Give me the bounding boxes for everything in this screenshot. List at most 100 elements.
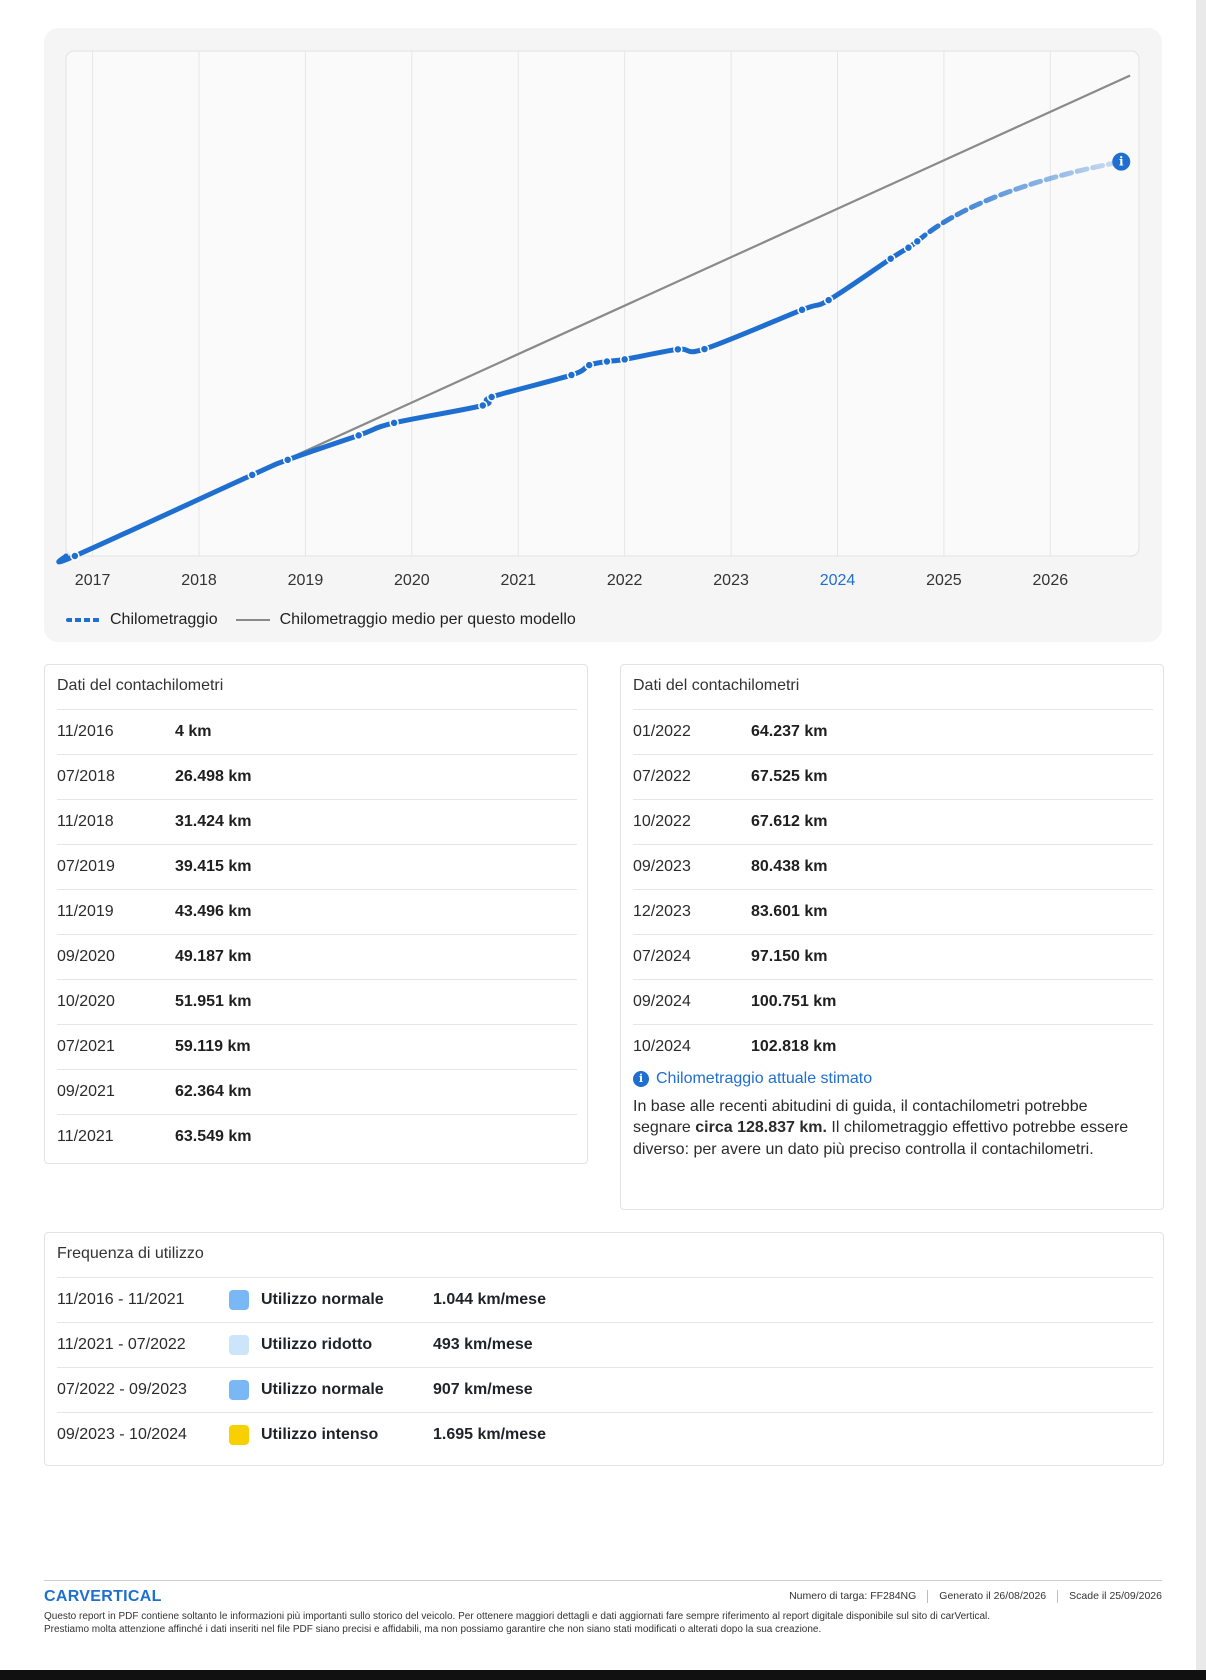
- odometer-row: 09/2020 49.187 km: [57, 934, 577, 979]
- estimate-heading: Chilometraggio attuale stimato: [656, 1070, 873, 1087]
- reading-km: 102.818 km: [751, 1038, 837, 1055]
- x-tick-label: 2024: [820, 572, 856, 589]
- odometer-row: 10/2024 102.818 km: [633, 1024, 1153, 1069]
- reading-km: 97.150 km: [751, 948, 828, 965]
- estimate-note: i Chilometraggio attuale stimato In base…: [633, 1068, 1149, 1160]
- data-point: [486, 392, 497, 402]
- reading-km: 100.751 km: [751, 993, 837, 1010]
- data-point: [282, 455, 293, 465]
- svg-text:i: i: [1119, 155, 1124, 169]
- reading-km: 51.951 km: [175, 993, 252, 1010]
- reading-date: 09/2021: [57, 1083, 115, 1100]
- usage-rate: 493 km/mese: [433, 1336, 533, 1353]
- frequency-title: Frequenza di utilizzo: [57, 1245, 204, 1262]
- odometer-title-right: Dati del contachilometri: [633, 677, 800, 694]
- usage-frequency-table: Frequenza di utilizzo 11/2016 - 11/2021 U…: [44, 1232, 1164, 1466]
- x-tick-label: 2018: [181, 572, 217, 589]
- reading-date: 10/2024: [633, 1038, 691, 1055]
- usage-rate: 1.044 km/mese: [433, 1291, 546, 1308]
- frequency-row: 07/2022 - 09/2023 Utilizzo normale 907 km/…: [57, 1367, 1153, 1412]
- data-point: [247, 470, 257, 480]
- reading-km: 67.525 km: [751, 768, 828, 785]
- reading-date: 07/2024: [633, 948, 691, 965]
- data-point: [903, 242, 914, 253]
- odometer-row: 10/2022 67.612 km: [633, 799, 1153, 844]
- page-edge-right: [1196, 0, 1206, 1680]
- estimate-text-1: In base alle recenti abitudini di guida,…: [633, 1097, 1088, 1137]
- expires-label: Scade il: [1069, 1590, 1107, 1602]
- reading-date: 09/2023: [633, 858, 691, 875]
- odometer-table-right: Dati del contachilometri 01/2022 64.237 k…: [620, 664, 1164, 1210]
- data-point: [699, 344, 710, 354]
- reading-date: 12/2023: [633, 903, 691, 920]
- reading-date: 10/2020: [57, 993, 115, 1010]
- x-tick-label: 2022: [607, 572, 643, 589]
- reading-km: 43.496 km: [175, 903, 252, 920]
- usage-type: Utilizzo intenso: [261, 1426, 379, 1443]
- reading-km: 26.498 km: [175, 768, 252, 785]
- data-point: [912, 236, 923, 247]
- projection-info-icon[interactable]: i: [1112, 152, 1131, 171]
- usage-rate: 1.695 km/mese: [433, 1426, 546, 1443]
- reading-date: 07/2018: [57, 768, 115, 785]
- odometer-row: 07/2018 26.498 km: [57, 754, 577, 799]
- usage-rate: 907 km/mese: [433, 1381, 533, 1398]
- usage-color-swatch: [229, 1380, 249, 1400]
- legend-label-mileage: Chilometraggio: [110, 611, 218, 628]
- info-icon: i: [633, 1070, 649, 1087]
- frequency-period: 11/2021 - 07/2022: [57, 1336, 186, 1353]
- page-edge-bottom: [0, 1670, 1206, 1680]
- generated-label: Generato il: [939, 1590, 991, 1602]
- legend-swatch-mileage: [66, 618, 100, 622]
- odometer-row: 12/2023 83.601 km: [633, 889, 1153, 934]
- estimate-text-2: Il chilometraggio effettivo potrebbe ess…: [633, 1119, 1129, 1158]
- x-tick-label: 2021: [500, 572, 536, 589]
- reading-km: 67.612 km: [751, 813, 828, 830]
- x-tick-label: 2026: [1033, 572, 1069, 589]
- x-tick-label: 2020: [394, 572, 430, 589]
- data-point: [584, 360, 594, 370]
- odometer-row: 11/2019 43.496 km: [57, 889, 577, 934]
- reading-km: 49.187 km: [175, 948, 252, 965]
- disclaimer-line-2: Prestiamo molta attenzione affinché i da…: [44, 1624, 822, 1635]
- usage-color-swatch: [229, 1335, 249, 1355]
- frequency-period: 09/2023 - 10/2024: [57, 1426, 187, 1443]
- data-point: [353, 430, 364, 441]
- reading-km: 63.549 km: [175, 1128, 252, 1145]
- frequency-row: 09/2023 - 10/2024 Utilizzo intenso 1.695 k…: [57, 1412, 1153, 1457]
- data-point: [389, 418, 399, 428]
- x-tick-label: 2019: [288, 572, 324, 589]
- legend-swatch-average: [235, 619, 270, 621]
- data-point: [797, 305, 807, 315]
- data-point: [673, 344, 683, 355]
- reading-km: 39.415 km: [175, 858, 252, 875]
- expires-value: 25/09/2026: [1109, 1590, 1162, 1602]
- reading-km: 80.438 km: [751, 858, 828, 875]
- odometer-row: 11/2021 63.549 km: [57, 1114, 577, 1159]
- odometer-rows-right: 01/2022 64.237 km 07/2022 67.525 km 10/2022 6…: [633, 709, 1153, 1069]
- reading-date: 07/2019: [57, 858, 115, 875]
- odometer-row: 09/2024 100.751 km: [633, 979, 1153, 1024]
- odometer-table-left: Dati del contachilometri 11/2016 4 km 07/2…: [44, 664, 588, 1164]
- data-point: [619, 354, 630, 365]
- footer-meta: Numero di targa: FF284NG Generato il 26/…: [789, 1590, 1162, 1603]
- frequency-row: 11/2021 - 07/2022 Utilizzo ridotto 493 km/…: [57, 1322, 1153, 1367]
- plate-value: FF284NG: [870, 1590, 917, 1602]
- usage-type: Utilizzo ridotto: [261, 1336, 373, 1353]
- usage-type: Utilizzo normale: [261, 1291, 384, 1308]
- footer-divider: [44, 1580, 1162, 1581]
- odometer-row: 09/2023 80.438 km: [633, 844, 1153, 889]
- data-point: [478, 400, 488, 411]
- odometer-row: 07/2019 39.415 km: [57, 844, 577, 889]
- data-point: [70, 551, 80, 561]
- odometer-row: 07/2024 97.150 km: [633, 934, 1153, 979]
- data-point: [566, 370, 577, 380]
- chart-legend: Chilometraggio Chilometraggio medio per …: [66, 608, 576, 632]
- odometer-row: 10/2020 51.951 km: [57, 979, 577, 1024]
- reading-date: 11/2018: [57, 813, 114, 830]
- reading-date: 09/2024: [633, 993, 691, 1010]
- odometer-row: 11/2018 31.424 km: [57, 799, 577, 844]
- reading-km: 4 km: [175, 723, 212, 740]
- footer-disclaimer: Questo report in PDF contiene soltanto l…: [44, 1610, 1162, 1636]
- frequency-period: 11/2016 - 11/2021: [57, 1291, 185, 1308]
